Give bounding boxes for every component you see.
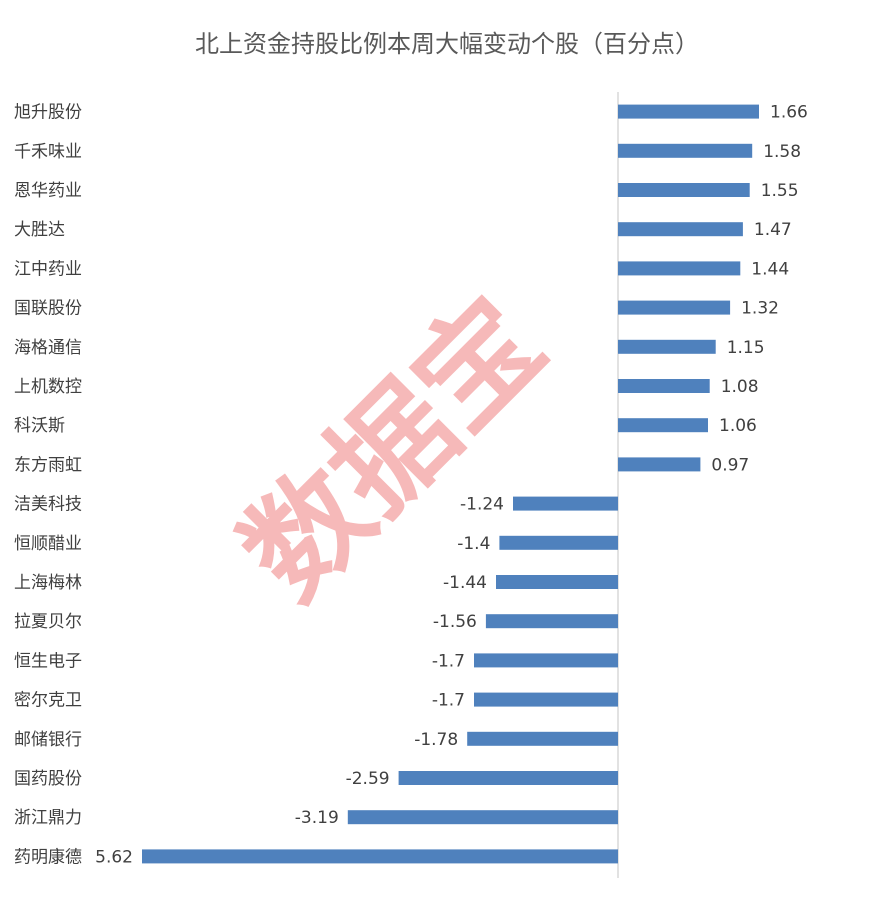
category-label: 国联股份 (14, 299, 82, 319)
bar (618, 183, 750, 197)
category-label: 旭升股份 (14, 103, 82, 123)
category-label: 东方雨虹 (14, 455, 82, 475)
value-label: 1.06 (719, 416, 757, 436)
category-label: 科沃斯 (14, 416, 65, 436)
bar (499, 535, 618, 550)
value-label: -1.7 (432, 651, 465, 671)
value-label: 5.62 (95, 847, 133, 867)
category-label: 浙江鼎力 (14, 808, 82, 828)
category-label: 恩华药业 (14, 181, 82, 201)
value-label: -1.78 (414, 730, 458, 750)
category-label: 恒生电子 (14, 651, 82, 671)
bar (618, 300, 731, 315)
bar (513, 496, 618, 511)
category-label: 洁美科技 (14, 495, 82, 515)
category-label: 海格通信 (14, 338, 82, 358)
value-label: 1.47 (754, 220, 792, 240)
chart-title: 北上资金持股比例本周大幅变动个股（百分点） (195, 30, 699, 58)
bar (398, 771, 618, 785)
value-label: -1.24 (460, 495, 504, 515)
value-label: -1.7 (432, 691, 465, 711)
value-label: 1.08 (721, 377, 759, 397)
bar (618, 222, 743, 237)
value-label: 0.97 (711, 455, 749, 475)
bar (618, 339, 716, 354)
category-label: 江中药业 (14, 259, 82, 279)
category-label: 上机数控 (14, 377, 82, 397)
value-label: 1.32 (741, 299, 779, 319)
bar (467, 731, 618, 746)
value-label: 1.58 (763, 142, 801, 162)
bar (618, 261, 741, 276)
bar (347, 810, 618, 825)
value-label: -1.44 (443, 573, 487, 593)
value-label: -1.56 (433, 612, 477, 632)
bars-layer: 旭升股份 1.66 千禾味业 1.58 恩华药业 1.55 大胜达 1.47 江中药业 1.44 国… (14, 103, 808, 868)
value-label: 1.55 (761, 181, 799, 201)
value-label: 1.15 (727, 338, 765, 358)
bar (618, 104, 759, 119)
bar (485, 614, 618, 629)
bar (474, 653, 618, 668)
category-label: 拉夏贝尔 (14, 612, 82, 632)
bar (618, 457, 701, 472)
value-label: 1.44 (751, 259, 789, 279)
value-label: -3.19 (295, 808, 339, 828)
bar (618, 418, 708, 433)
category-label: 大胜达 (14, 220, 65, 240)
bar (496, 575, 618, 589)
bar (142, 849, 618, 864)
category-label: 上海梅林 (14, 573, 82, 593)
category-label: 恒顺醋业 (14, 534, 82, 554)
bar (618, 143, 753, 158)
bar (618, 379, 710, 393)
watermark-text: 数据宝 (217, 273, 570, 626)
value-label: 1.66 (770, 103, 808, 123)
category-label: 邮储银行 (14, 730, 82, 750)
value-label: -2.59 (346, 769, 390, 789)
category-label: 密尔克卫 (14, 691, 82, 711)
category-label: 药明康德 (14, 847, 82, 867)
category-label: 千禾味业 (14, 142, 82, 162)
category-label: 国药股份 (14, 769, 82, 789)
value-label: -1.4 (457, 534, 490, 554)
bar (474, 692, 618, 707)
